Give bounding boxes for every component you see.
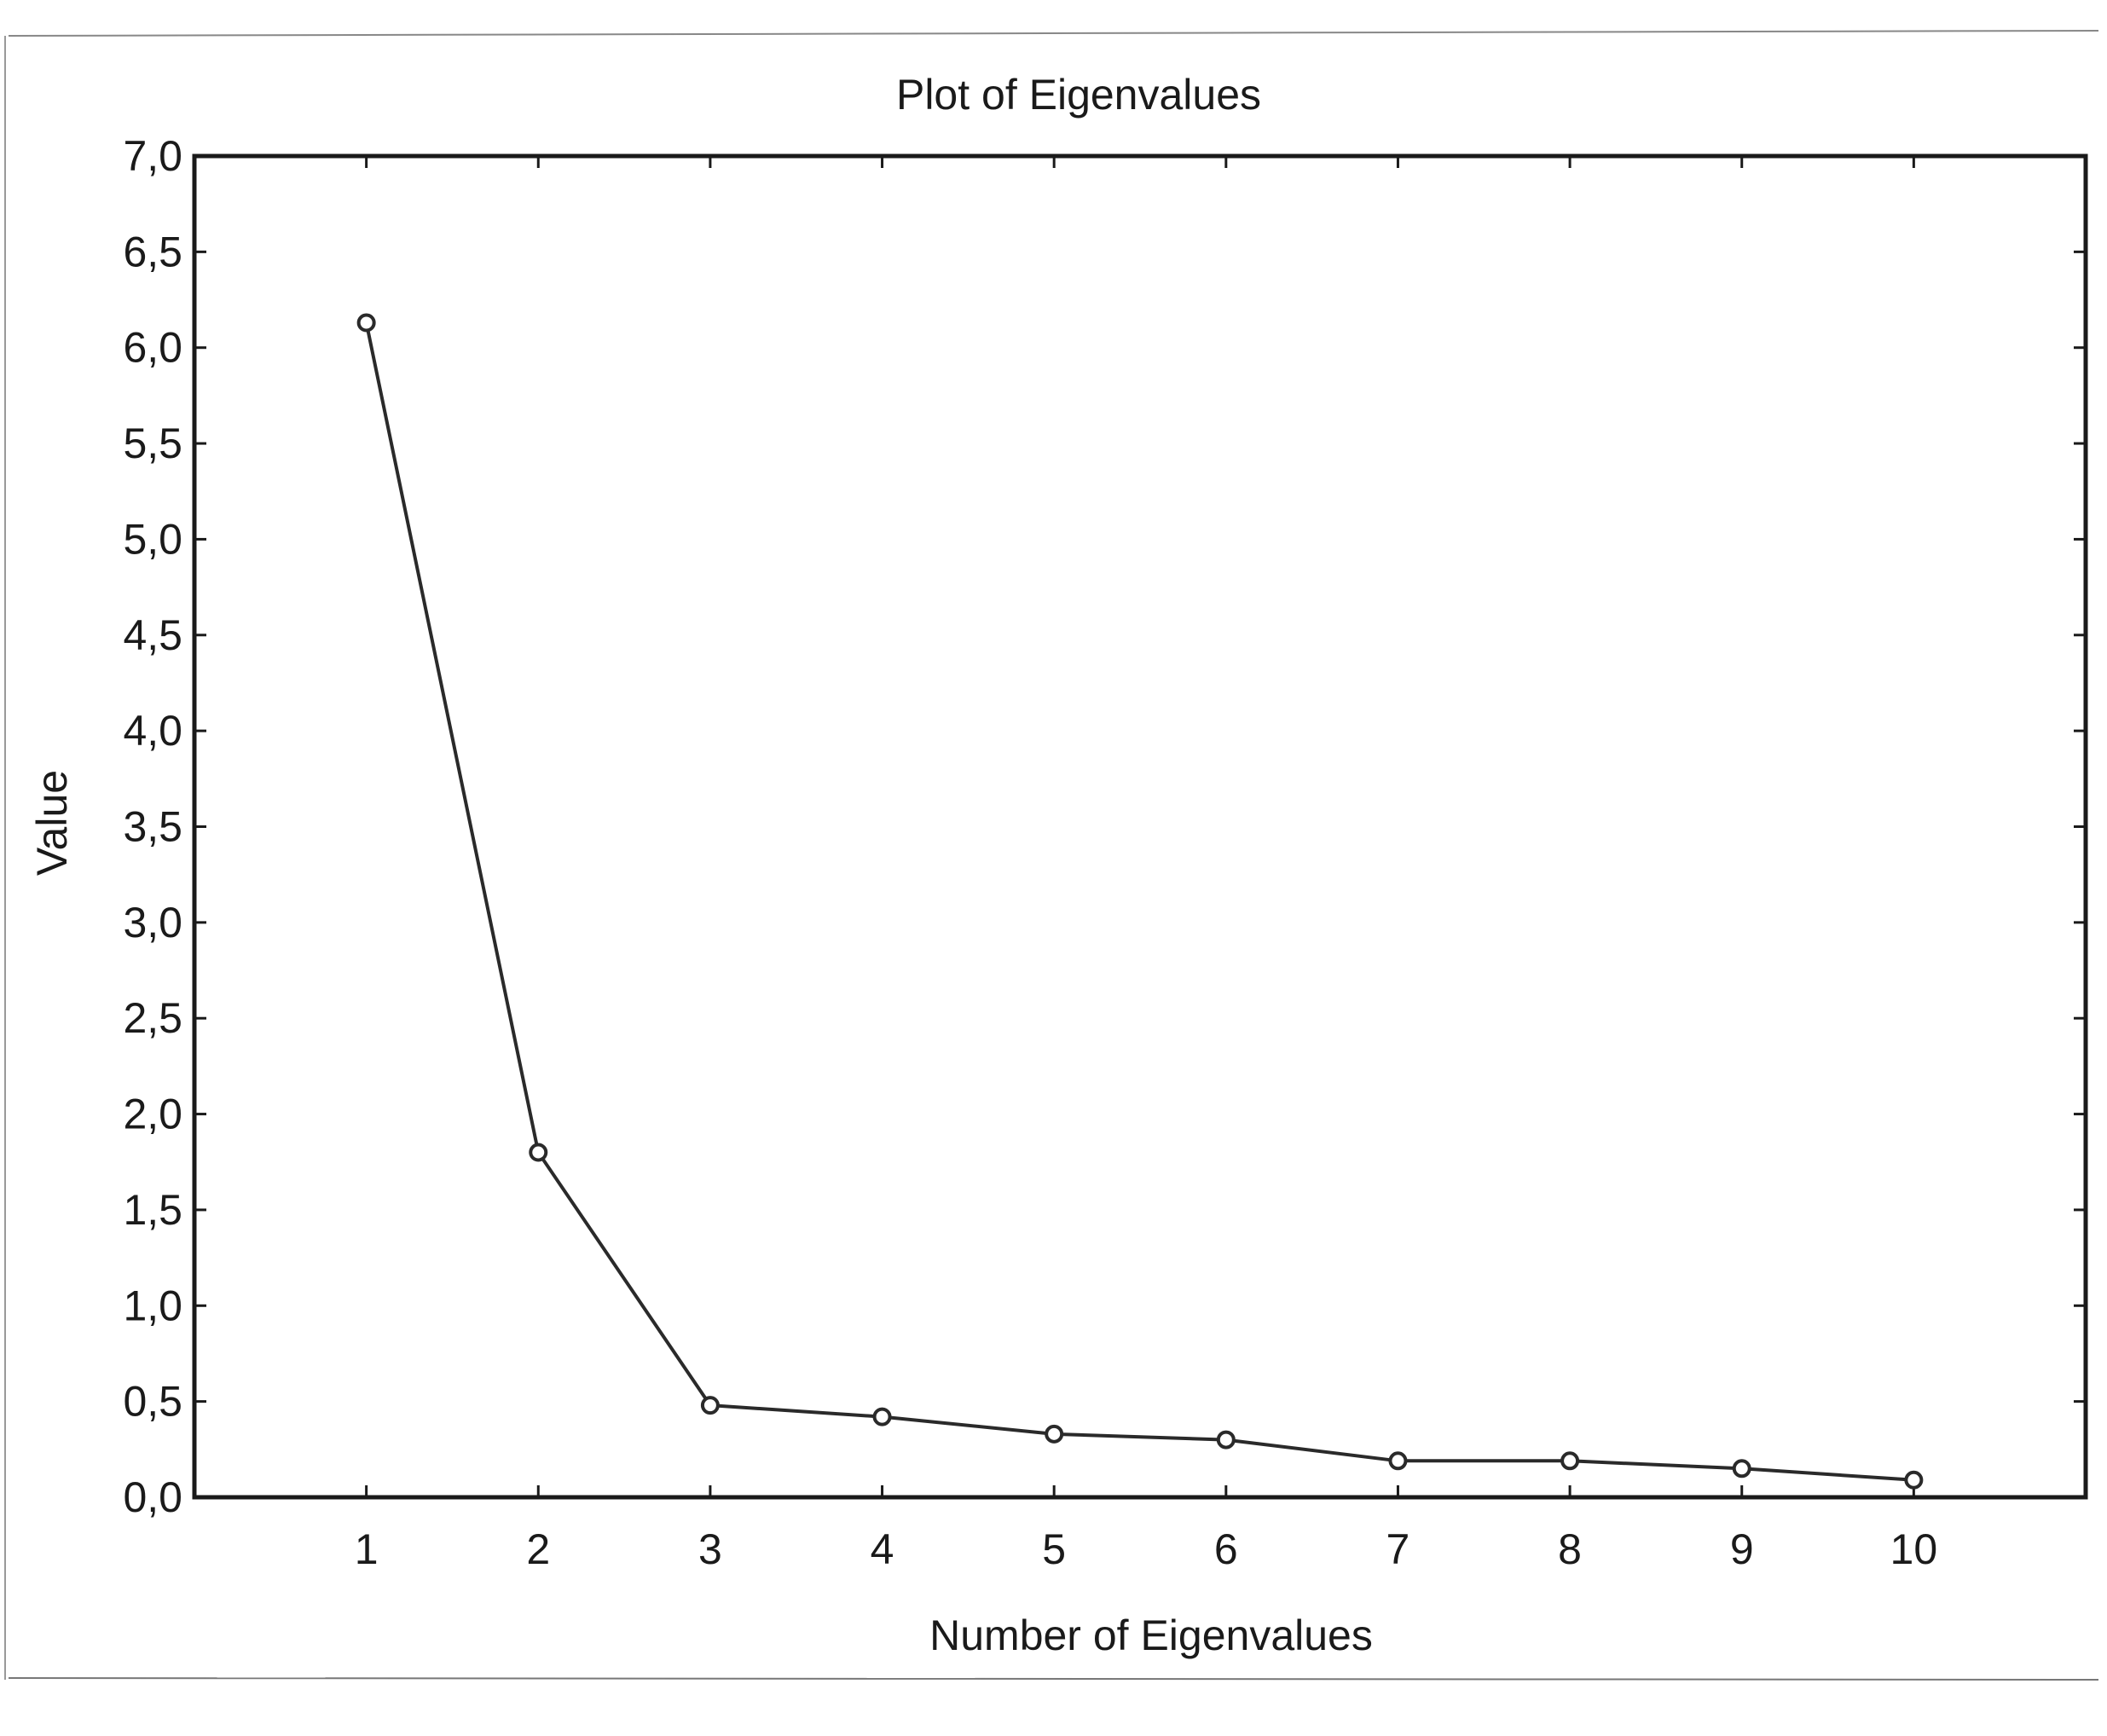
series-line <box>364 322 1914 1482</box>
figure-frame-bottom <box>8 1677 2099 1681</box>
x-tick-label: 3 <box>698 1525 722 1573</box>
y-tick-label: 1,5 <box>123 1186 182 1234</box>
data-point <box>1904 1470 1924 1490</box>
x-tick-label: 5 <box>1042 1525 1066 1573</box>
y-tick-label: 4,5 <box>123 611 182 659</box>
data-point <box>529 1143 548 1162</box>
y-axis-ticks: 0,0 0,5 1,0 1,5 2,0 2,5 3,0 3,5 4,0 4,5 5,0 5,5 6,0 6… <box>123 132 2086 1521</box>
y-tick-label: 4,0 <box>123 707 182 755</box>
y-tick-label: 2,0 <box>123 1091 182 1138</box>
x-tick-label: 8 <box>1558 1525 1582 1573</box>
plot-area <box>192 153 2088 1500</box>
y-axis-label: Value <box>28 770 76 876</box>
x-axis-label: Number of Eigenvalues <box>929 1612 1373 1659</box>
x-tick-label: 4 <box>871 1525 894 1573</box>
y-tick-label: 7,0 <box>123 132 182 180</box>
x-tick-label: 10 <box>1890 1525 1938 1573</box>
y-tick-label: 1,0 <box>123 1282 182 1329</box>
y-tick-label: 6,5 <box>123 228 182 275</box>
data-point <box>1045 1424 1064 1444</box>
data-point <box>1216 1430 1236 1450</box>
x-tick-label: 6 <box>1214 1525 1238 1573</box>
x-axis-ticks: 1 2 3 4 5 6 7 8 9 10 <box>355 156 1937 1573</box>
y-tick-label: 0,5 <box>123 1378 182 1426</box>
x-tick-label: 1 <box>355 1525 379 1573</box>
data-point <box>700 1396 720 1415</box>
y-tick-label: 3,5 <box>123 803 182 851</box>
y-tick-label: 5,0 <box>123 515 182 563</box>
data-point <box>356 313 376 333</box>
data-point <box>1388 1451 1408 1471</box>
figure-frame-top <box>8 30 2099 37</box>
y-tick-label: 5,5 <box>123 420 182 467</box>
x-tick-label: 7 <box>1386 1525 1410 1573</box>
chart-title: Plot of Eigenvalues <box>896 71 1261 119</box>
y-tick-label: 3,0 <box>123 899 182 946</box>
data-point <box>872 1407 892 1426</box>
series-group <box>356 313 1924 1490</box>
x-tick-label: 2 <box>526 1525 550 1573</box>
y-tick-label: 0,0 <box>123 1473 182 1521</box>
data-point <box>1732 1459 1751 1478</box>
data-point <box>1560 1451 1580 1471</box>
y-tick-label: 6,0 <box>123 324 182 372</box>
x-tick-label: 9 <box>1730 1525 1754 1573</box>
y-tick-label: 2,5 <box>123 994 182 1042</box>
